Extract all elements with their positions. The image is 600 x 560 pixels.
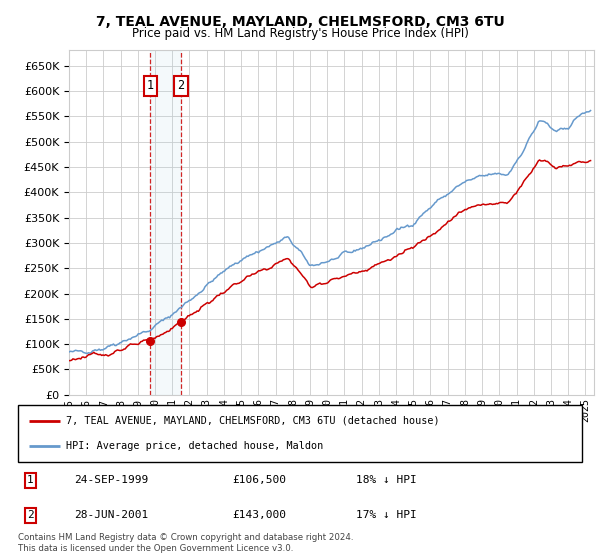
Text: 18% ↓ HPI: 18% ↓ HPI: [356, 475, 417, 486]
Text: 2: 2: [27, 510, 34, 520]
Text: Contains HM Land Registry data © Crown copyright and database right 2024.
This d: Contains HM Land Registry data © Crown c…: [18, 533, 353, 553]
Text: 1: 1: [147, 80, 154, 92]
Text: 28-JUN-2001: 28-JUN-2001: [74, 510, 149, 520]
Text: HPI: Average price, detached house, Maldon: HPI: Average price, detached house, Mald…: [66, 441, 323, 451]
Text: 7, TEAL AVENUE, MAYLAND, CHELMSFORD, CM3 6TU (detached house): 7, TEAL AVENUE, MAYLAND, CHELMSFORD, CM3…: [66, 416, 440, 426]
Text: £106,500: £106,500: [232, 475, 286, 486]
Text: 7, TEAL AVENUE, MAYLAND, CHELMSFORD, CM3 6TU: 7, TEAL AVENUE, MAYLAND, CHELMSFORD, CM3…: [95, 15, 505, 29]
Text: 24-SEP-1999: 24-SEP-1999: [74, 475, 149, 486]
Text: 1: 1: [27, 475, 34, 486]
Text: 2: 2: [177, 80, 184, 92]
Bar: [151, 50, 181, 395]
Text: £143,000: £143,000: [232, 510, 286, 520]
Text: Price paid vs. HM Land Registry's House Price Index (HPI): Price paid vs. HM Land Registry's House …: [131, 27, 469, 40]
FancyBboxPatch shape: [18, 405, 582, 462]
Text: 17% ↓ HPI: 17% ↓ HPI: [356, 510, 417, 520]
